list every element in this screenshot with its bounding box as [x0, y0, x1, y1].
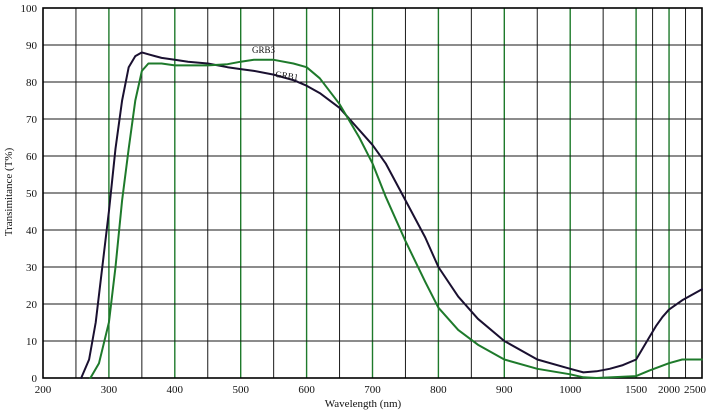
y-axis-label: Transimitance (T%) — [3, 147, 15, 236]
x-tick-label: 400 — [167, 384, 184, 396]
y-tick-label: 0 — [32, 373, 38, 385]
series-line-grb1 — [80, 51, 703, 379]
y-tick-label: 70 — [26, 114, 38, 126]
y-tick-label: 10 — [26, 336, 38, 348]
x-tick-label: 600 — [298, 384, 315, 396]
annotation-grb1: GRB1 — [275, 69, 299, 82]
grid — [42, 7, 703, 379]
y-tick-label: 90 — [26, 40, 38, 52]
x-tick-label: 1000 — [559, 384, 582, 396]
x-tick-label: 2000 — [658, 384, 681, 396]
x-tick-label: 800 — [430, 384, 447, 396]
tick-labels: 0 10 20 30 40 50 60 70 80 90 100 200 300 400 500 600 700… — [21, 3, 707, 396]
y-tick-label: 20 — [26, 299, 38, 311]
y-tick-label: 40 — [26, 225, 38, 237]
x-tick-label: 500 — [232, 384, 249, 396]
y-tick-label: 50 — [26, 188, 38, 200]
y-tick-label: 30 — [26, 262, 38, 274]
y-tick-label: 80 — [26, 77, 38, 89]
x-tick-label: 900 — [496, 384, 513, 396]
series-line-grb3 — [89, 58, 703, 379]
annotation-grb3: GRB3 — [252, 45, 276, 55]
x-tick-label: 300 — [101, 384, 118, 396]
plot-frame — [42, 7, 703, 379]
x-tick-label: 1500 — [625, 384, 648, 396]
y-tick-label: 60 — [26, 151, 38, 163]
x-tick-label: 200 — [35, 384, 52, 396]
curves — [80, 51, 703, 379]
x-tick-label: 2500 — [684, 384, 707, 396]
x-axis-label: Wavelength (nm) — [325, 398, 402, 410]
y-tick-label: 100 — [21, 3, 38, 15]
x-tick-label: 700 — [364, 384, 381, 396]
